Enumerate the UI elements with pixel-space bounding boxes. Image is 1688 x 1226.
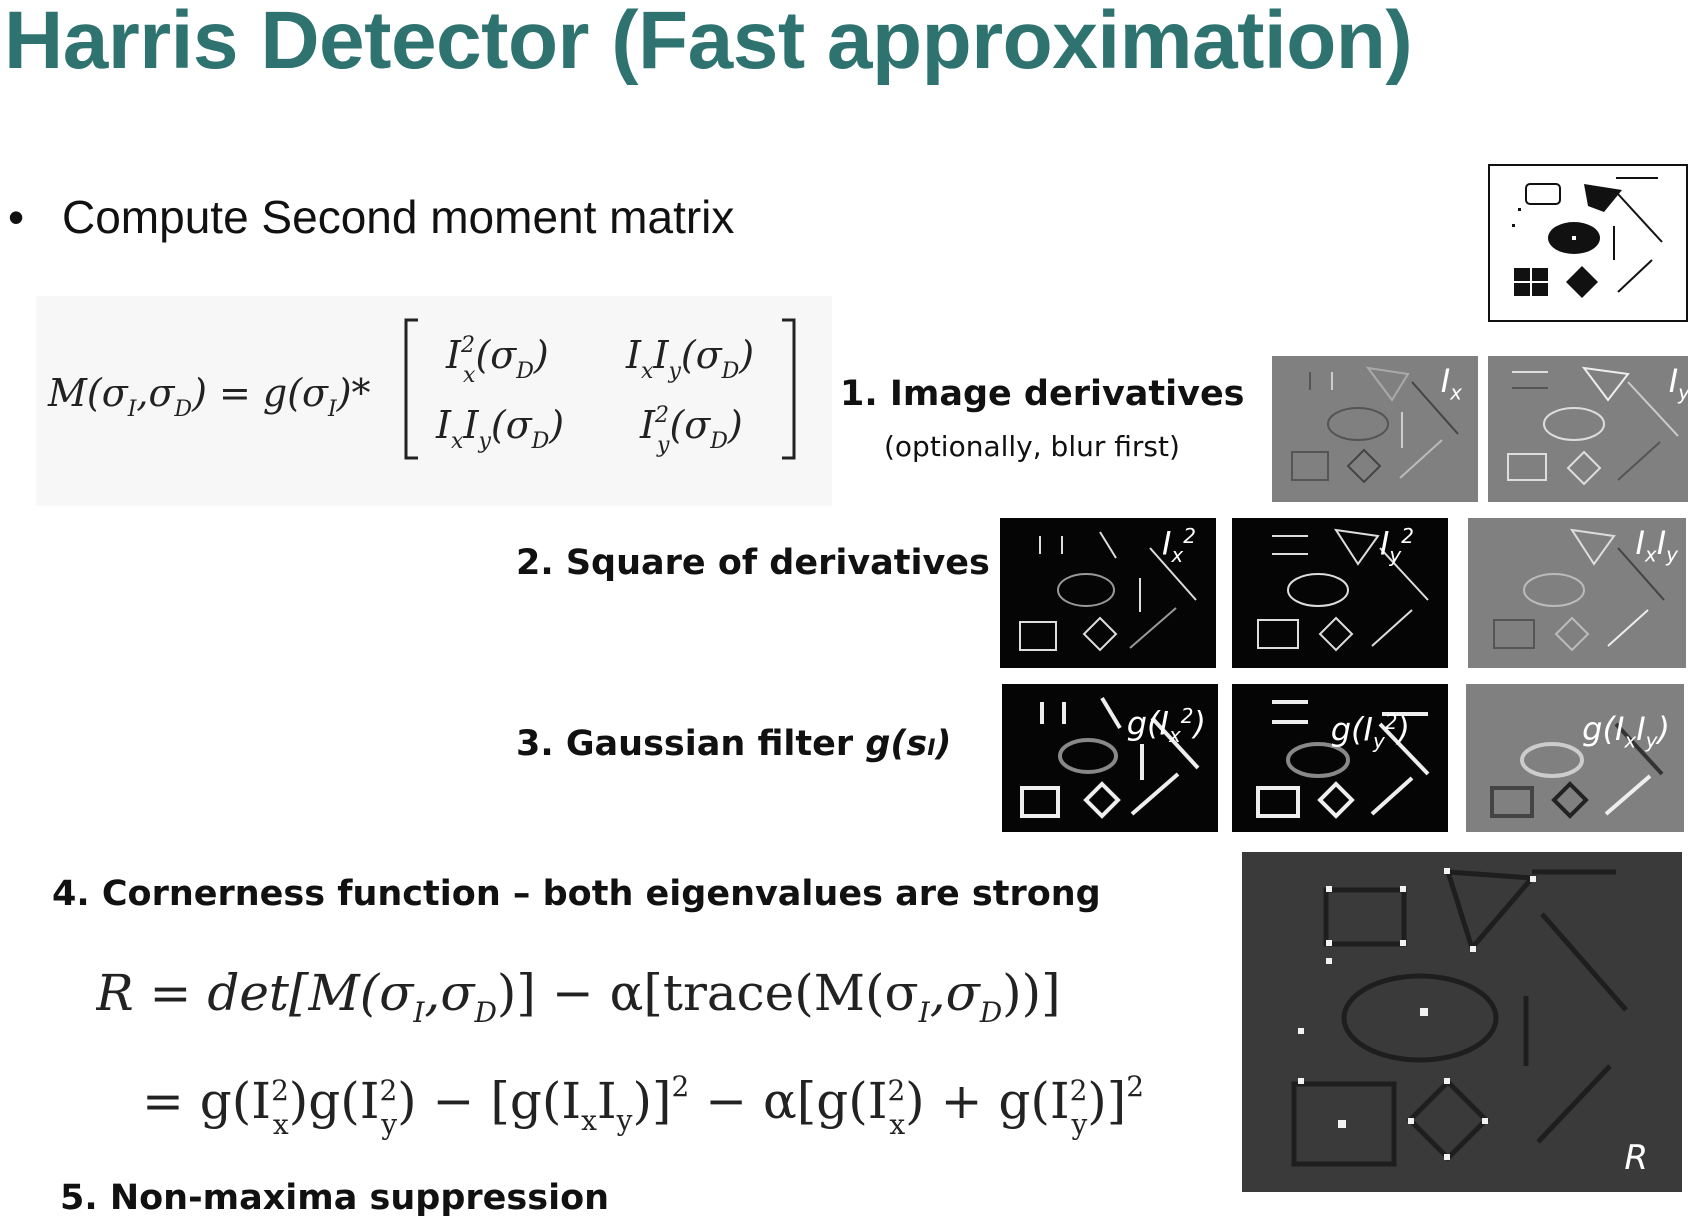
- ix2-panel: Ix2: [1000, 518, 1216, 668]
- gix2-panel: g(Ix2): [1002, 684, 1218, 832]
- giy2-label: g(Iy2): [1330, 710, 1410, 754]
- svg-text:IxIy(σD): IxIy(σD): [625, 333, 754, 384]
- step-3-label: 3. Gaussian filter g(sI): [516, 724, 952, 764]
- ixiy-label: IxIy: [1635, 524, 1678, 567]
- ix-label: Ix: [1440, 362, 1462, 405]
- moment-matrix-formula: M(σI,σD) = g(σI)* I2 x(σD) IxIy(σD) IxIy(…: [36, 296, 832, 506]
- gixiy-label: g(IxIy): [1582, 710, 1670, 753]
- bullet-text: Compute Second moment matrix: [62, 191, 735, 243]
- svg-text:M(σI,σD) = g(σI)*: M(σI,σD) = g(σI)*: [47, 371, 371, 422]
- ix-panel: Ix: [1272, 356, 1478, 502]
- giy2-panel: g(Iy2): [1232, 684, 1448, 832]
- original-image: [1488, 164, 1688, 322]
- ixiy-panel: IxIy: [1468, 518, 1686, 668]
- cornerness-formula: R = det[M(σI,σD)] − α[trace(M(σI,σD))] =…: [95, 948, 1176, 1158]
- gixiy-panel: g(IxIy): [1466, 684, 1684, 832]
- r-label: R: [1624, 1138, 1648, 1178]
- step-1-label: 1. Image derivatives: [840, 374, 1245, 414]
- bullet-item: • Compute Second moment matrix: [8, 190, 734, 244]
- bullet-dot-icon: •: [8, 191, 25, 243]
- iy2-panel: Iy2: [1232, 518, 1448, 668]
- iy-label: Iy: [1668, 362, 1688, 404]
- step-4-label: 4. Cornerness function – both eigenvalue…: [52, 874, 1101, 914]
- original-shapes-svg: [1512, 177, 1663, 298]
- svg-text:R = det[M(σI,σD)] − α[trace(M(: R = det[M(σI,σD)] − α[trace(M(σI,σD))]: [96, 964, 1061, 1029]
- ix2-label: Ix2: [1161, 524, 1196, 568]
- step-1-sub: (optionally, blur first): [884, 430, 1180, 463]
- svg-text:IxIy(σD): IxIy(σD): [435, 403, 564, 454]
- slide-title: Harris Detector (Fast approximation): [4, 0, 1413, 86]
- gix2-label: g(Ix2): [1126, 704, 1206, 748]
- svg-text:I2x(σD): I2 x(σD): [445, 333, 549, 388]
- svg-text:= g(I2x)g(I2y) − [g(IxIy)]2 −: = g(I2 x)g(I2 y) − [g(IxIy)]2 − α[g(I2 x) +…: [142, 1070, 1144, 1141]
- svg-text:I2y(σD): I2 y(σD): [639, 403, 743, 458]
- iy2-label: Iy2: [1379, 524, 1414, 568]
- r-panel: R: [1242, 852, 1682, 1192]
- step-5-label: 5. Non-maxima suppression: [60, 1178, 610, 1218]
- cornerness-svg: R = det[M(σI,σD)] − α[trace(M(σI,σD))] =…: [95, 964, 1144, 1141]
- iy-panel: Iy: [1488, 356, 1688, 502]
- moment-matrix-svg: M(σI,σD) = g(σI)* I2 x(σD) IxIy(σD) IxIy(…: [47, 318, 796, 460]
- step-2-label: 2. Square of derivatives: [516, 543, 990, 583]
